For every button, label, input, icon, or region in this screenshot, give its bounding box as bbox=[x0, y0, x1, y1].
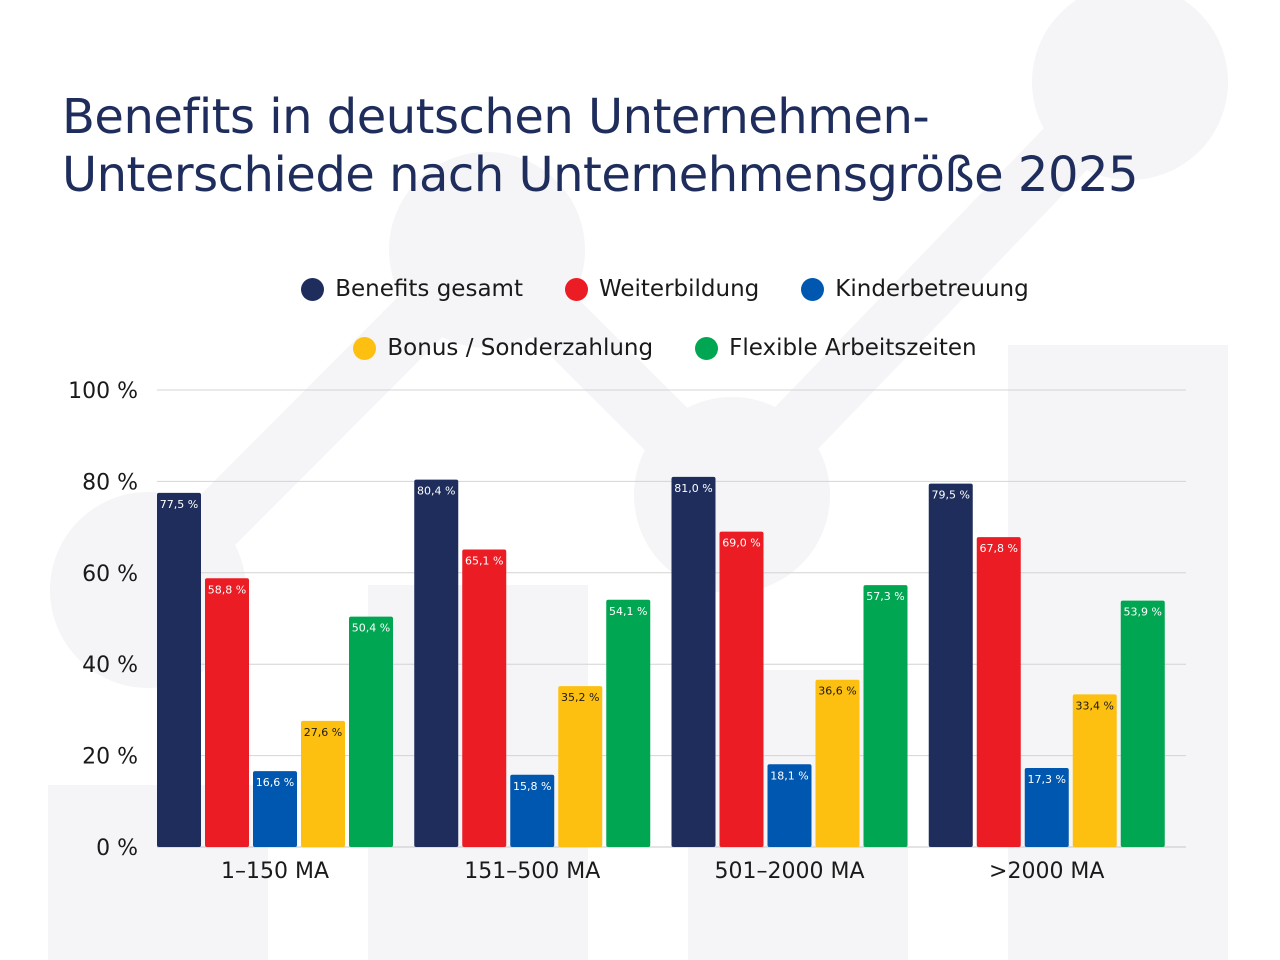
legend-item-benefits-gesamt: Benefits gesamt bbox=[301, 276, 523, 302]
data-label: 67,8 % bbox=[980, 542, 1018, 555]
chart-title-line-1: Benefits in deutschen Unternehmen- bbox=[62, 89, 930, 145]
bar bbox=[815, 679, 860, 847]
bar bbox=[976, 537, 1021, 847]
bar bbox=[863, 585, 908, 847]
legend-label-kinderbetreuung: Kinderbetreuung bbox=[835, 276, 1029, 302]
legend-swatch-benefits-gesamt bbox=[301, 277, 325, 301]
y-tick-label: 80 % bbox=[82, 470, 138, 495]
bar bbox=[301, 720, 345, 847]
data-label: 81,0 % bbox=[674, 482, 712, 495]
y-tick-label: 20 % bbox=[82, 745, 138, 770]
data-label: 53,9 % bbox=[1124, 606, 1162, 619]
data-label: 54,1 % bbox=[609, 605, 647, 618]
data-label: 80,4 % bbox=[417, 485, 455, 498]
data-label: 79,5 % bbox=[932, 489, 970, 502]
bar bbox=[253, 771, 297, 847]
legend-row-1: Benefits gesamt Weiterbildung Kinderbetr… bbox=[0, 276, 1280, 302]
legend-item-kinderbetreuung: Kinderbetreuung bbox=[801, 276, 1029, 302]
legend-label-benefits-gesamt: Benefits gesamt bbox=[335, 276, 523, 302]
y-tick-label: 100 % bbox=[68, 379, 138, 404]
bar bbox=[1072, 694, 1117, 847]
bar bbox=[205, 578, 249, 847]
data-label: 33,4 % bbox=[1076, 699, 1114, 712]
y-tick-label: 40 % bbox=[82, 653, 138, 678]
legend-item-weiterbildung: Weiterbildung bbox=[564, 276, 760, 302]
bar bbox=[767, 764, 812, 847]
x-tick-label: 501–2000 MA bbox=[714, 859, 864, 884]
data-label: 77,5 % bbox=[160, 498, 198, 511]
bar bbox=[157, 492, 201, 847]
y-tick-label: 0 % bbox=[96, 836, 138, 861]
legend-label-flexible-arbeitszeiten: Flexible Arbeitszeiten bbox=[729, 335, 977, 361]
data-label: 50,4 % bbox=[352, 622, 390, 635]
legend-swatch-bonus bbox=[353, 336, 377, 360]
bar bbox=[1120, 600, 1165, 847]
legend-row-2: Bonus / Sonderzahlung Flexible Arbeitsze… bbox=[0, 335, 1280, 361]
bar bbox=[510, 774, 555, 847]
bar bbox=[671, 476, 716, 847]
data-label: 36,6 % bbox=[818, 685, 856, 698]
data-label: 17,3 % bbox=[1028, 773, 1066, 786]
legend-swatch-kinderbetreuung bbox=[801, 277, 825, 301]
legend-item-flexible-arbeitszeiten: Flexible Arbeitszeiten bbox=[695, 335, 977, 361]
bar bbox=[558, 686, 603, 847]
bar bbox=[719, 531, 764, 847]
bar bbox=[928, 483, 973, 847]
legend-swatch-weiterbildung bbox=[564, 277, 588, 301]
data-label: 16,6 % bbox=[256, 776, 294, 789]
chart-title: Benefits in deutschen Unternehmen- Unter… bbox=[62, 88, 1139, 204]
data-label: 27,6 % bbox=[304, 726, 342, 739]
chart-title-line-2: Unterschiede nach Unternehmensgröße 2025 bbox=[62, 147, 1139, 203]
x-tick-label: 151–500 MA bbox=[464, 859, 600, 884]
legend-label-weiterbildung: Weiterbildung bbox=[598, 276, 760, 302]
data-label: 69,0 % bbox=[722, 537, 760, 550]
data-label: 18,1 % bbox=[770, 769, 808, 782]
data-label: 65,1 % bbox=[465, 554, 503, 567]
legend-item-bonus: Bonus / Sonderzahlung bbox=[353, 335, 653, 361]
legend-label-bonus: Bonus / Sonderzahlung bbox=[387, 335, 654, 361]
bar bbox=[606, 599, 651, 847]
x-tick-label: >2000 MA bbox=[989, 859, 1104, 884]
data-label: 58,8 % bbox=[208, 583, 246, 596]
data-label: 57,3 % bbox=[866, 590, 904, 603]
legend-swatch-flexible-arbeitszeiten bbox=[695, 336, 719, 360]
x-tick-label: 1–150 MA bbox=[221, 859, 329, 884]
bar bbox=[462, 549, 507, 847]
data-label: 15,8 % bbox=[513, 780, 551, 793]
data-label: 35,2 % bbox=[561, 691, 599, 704]
bar bbox=[349, 616, 393, 847]
bar bbox=[414, 479, 459, 847]
bar bbox=[1024, 767, 1069, 847]
y-tick-label: 60 % bbox=[82, 562, 138, 587]
